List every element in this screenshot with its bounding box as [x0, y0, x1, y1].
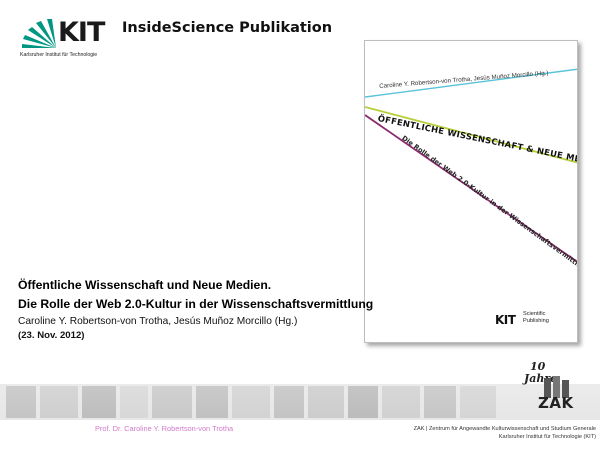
kit-fan-icon — [22, 19, 56, 48]
zak-anniversary-logo: 10 Jahre ZAK — [520, 360, 586, 422]
publication-description: Öffentliche Wissenschaft und Neue Medien… — [18, 276, 374, 343]
footer-presenter: Prof. Dr. Caroline Y. Robertson-von Trot… — [95, 424, 234, 433]
book-publisher-line2: Publishing — [523, 317, 549, 324]
publication-title-line1: Öffentliche Wissenschaft und Neue Medien… — [18, 278, 272, 292]
strip-photo — [382, 386, 420, 418]
strip-photo — [152, 386, 192, 418]
photo-strip — [0, 384, 600, 420]
cyan-line — [365, 68, 577, 98]
publication-label: InsideScience Publikation — [122, 20, 333, 36]
footer-institution: ZAK | Zentrum für Angewandte Kulturwisse… — [346, 426, 596, 441]
strip-photo — [232, 386, 270, 418]
strip-photo — [40, 386, 78, 418]
strip-photo — [82, 386, 116, 418]
kit-logo-word: KIT — [58, 17, 105, 48]
strip-overlay — [0, 384, 600, 420]
strip-photo — [424, 386, 456, 418]
strip-photo — [348, 386, 378, 418]
purple-line — [365, 114, 577, 263]
kit-logo: KIT Karlsruher Institut für Technologie — [20, 17, 105, 62]
book-publisher-line1: Scientific — [523, 311, 546, 317]
footer-institution-line1: ZAK | Zentrum für Angewandte Kulturwisse… — [413, 426, 596, 432]
book-cover: Caroline Y. Robertson-von Trotha, Jesús … — [364, 40, 578, 343]
book-publisher-name: Scientific Publishing — [523, 311, 573, 324]
strip-photo — [6, 386, 36, 418]
book-cover-lines — [365, 68, 577, 263]
strip-photo — [274, 386, 304, 418]
green-line — [365, 106, 577, 164]
publication-title-line2: Die Rolle der Web 2.0-Kultur in der Wiss… — [18, 297, 374, 311]
footer-institution-line2: Karlsruher Institut für Technologie (KIT… — [498, 433, 596, 440]
zak-years-number: 10 — [530, 360, 546, 373]
strip-photo — [308, 386, 344, 418]
strip-photo — [460, 386, 496, 418]
zak-bars-icon — [544, 376, 569, 398]
zak-name: ZAK — [538, 394, 574, 412]
book-publisher-logo: KIT — [495, 313, 516, 327]
strip-photo — [120, 386, 148, 418]
kit-logo-subtitle: Karlsruher Institut für Technologie — [20, 52, 98, 58]
publication-authors: Caroline Y. Robertson-von Trotha, Jesús … — [18, 316, 298, 327]
strip-photo — [196, 386, 228, 418]
publication-date: (23. Nov. 2012) — [18, 330, 85, 341]
